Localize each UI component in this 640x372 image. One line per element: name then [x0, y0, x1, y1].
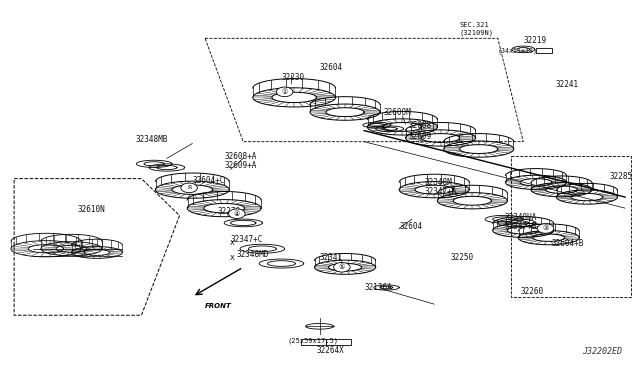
- Circle shape: [333, 262, 350, 272]
- Text: R: R: [187, 185, 191, 190]
- Text: 32348MB: 32348MB: [135, 135, 168, 144]
- Text: SEC.321: SEC.321: [460, 22, 490, 28]
- Circle shape: [228, 209, 245, 218]
- Text: 32610N: 32610N: [77, 205, 106, 215]
- Text: 32270: 32270: [218, 207, 241, 217]
- Circle shape: [181, 183, 197, 193]
- Bar: [536, 48, 552, 53]
- Text: ①: ①: [282, 89, 288, 95]
- Text: 32604: 32604: [399, 222, 422, 231]
- Text: X: X: [229, 255, 234, 261]
- Text: J32202ED: J32202ED: [582, 347, 622, 356]
- Text: 32260: 32260: [520, 287, 543, 296]
- Text: 32608: 32608: [409, 121, 432, 129]
- Text: 32136A: 32136A: [364, 283, 392, 292]
- Text: X: X: [229, 240, 234, 246]
- Text: ⑤: ⑤: [339, 264, 345, 270]
- Text: 32604: 32604: [319, 63, 343, 72]
- Text: 32241: 32241: [555, 80, 578, 89]
- Text: 32604+C: 32604+C: [192, 176, 225, 185]
- Circle shape: [537, 224, 554, 233]
- Text: 32600M: 32600M: [383, 108, 411, 117]
- Text: 32609: 32609: [409, 132, 432, 141]
- Bar: [301, 339, 326, 345]
- Text: 32348HA: 32348HA: [504, 213, 536, 222]
- Text: 32347+A: 32347+A: [424, 187, 457, 196]
- Text: 32264X: 32264X: [316, 346, 344, 355]
- Text: 32285: 32285: [609, 172, 632, 181]
- Text: 32219: 32219: [524, 36, 547, 45]
- Text: 32348MD: 32348MD: [237, 250, 269, 259]
- Text: 32341: 32341: [319, 253, 343, 263]
- Text: 32604+B: 32604+B: [552, 239, 584, 248]
- Text: FRONT: FRONT: [205, 303, 232, 309]
- Text: 32347+C: 32347+C: [230, 235, 263, 244]
- Text: 32609+A: 32609+A: [224, 161, 257, 170]
- Text: (34x51x18): (34x51x18): [498, 48, 538, 54]
- Text: 32347+B: 32347+B: [504, 222, 536, 231]
- Text: 32250: 32250: [450, 253, 473, 263]
- Text: 32608+A: 32608+A: [224, 152, 257, 161]
- Circle shape: [276, 87, 293, 97]
- Text: ④: ④: [234, 211, 240, 217]
- Text: (25x59x17.5): (25x59x17.5): [288, 338, 339, 344]
- Text: ③: ③: [543, 225, 548, 231]
- Text: 32230: 32230: [282, 73, 305, 81]
- Text: 32348M: 32348M: [424, 178, 452, 187]
- Text: (32109N): (32109N): [460, 29, 493, 36]
- Bar: [326, 339, 351, 345]
